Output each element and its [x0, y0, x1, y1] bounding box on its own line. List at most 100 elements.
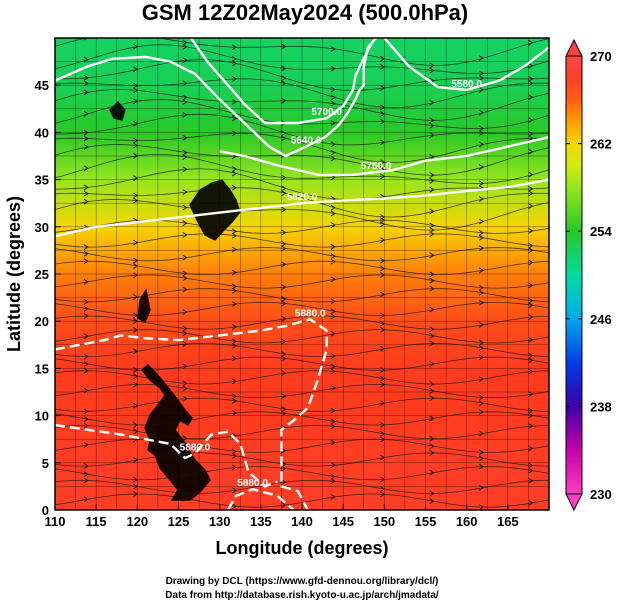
streamline-arrow — [83, 184, 89, 191]
streamline-arrow — [429, 361, 435, 367]
streamline-arrow — [231, 287, 237, 294]
streamline-arrow — [182, 94, 188, 101]
colorbar-tick-label: 246 — [590, 312, 612, 327]
streamline-arrow — [83, 313, 89, 319]
streamline-arrow — [330, 439, 336, 446]
streamline-arrow — [182, 385, 188, 392]
streamline-arrow — [231, 98, 237, 105]
streamline-arrow — [330, 141, 336, 148]
streamline-arrow — [231, 338, 237, 345]
streamline-arrow — [231, 342, 237, 349]
streamline-arrow — [83, 111, 89, 117]
streamline-arrow — [478, 70, 484, 77]
streamline-arrow — [182, 111, 188, 118]
streamline-arrow — [281, 240, 287, 247]
x-tick-label: 130 — [209, 514, 231, 529]
streamline-arrow — [182, 363, 188, 370]
y-tick-label: 45 — [35, 78, 49, 93]
streamline-arrow — [528, 302, 534, 309]
streamline-arrow — [429, 498, 435, 505]
colorbar-body — [565, 55, 583, 495]
streamline-arrow — [182, 275, 188, 282]
streamline-arrow — [281, 284, 287, 290]
streamline-arrow — [330, 204, 336, 211]
streamline-arrow — [429, 332, 435, 339]
streamline-arrow — [429, 443, 435, 450]
streamline-arrow — [429, 117, 435, 124]
streamline-arrow — [182, 220, 188, 227]
streamline-arrow — [182, 341, 188, 347]
streamline-arrow — [182, 435, 188, 442]
streamline-arrow — [528, 462, 534, 469]
streamline-arrow — [182, 330, 188, 337]
streamline-arrow — [281, 206, 287, 213]
streamline-arrow — [330, 330, 336, 337]
geopotential-contours: 5880.0 5880.0 5880.0 5820.0 5760.0 5640.0 5700… — [55, 38, 549, 510]
streamline-arrow — [231, 130, 237, 137]
streamline-arrow — [478, 354, 484, 361]
streamline-arrow — [83, 367, 89, 374]
streamline-arrow — [182, 57, 188, 64]
streamline-arrow — [330, 100, 336, 107]
streamline-arrow — [83, 333, 89, 340]
streamline-arrow — [429, 285, 435, 292]
streamline-arrow — [182, 270, 188, 277]
streamline-arrow — [281, 355, 287, 362]
streamline-arrow — [281, 261, 287, 268]
streamline-arrow — [281, 135, 287, 142]
streamline-arrow — [231, 301, 237, 307]
streamline-arrow — [429, 395, 435, 402]
streamline-arrow — [231, 246, 237, 253]
streamline-arrow — [83, 477, 89, 484]
streamline-arrow — [231, 184, 237, 191]
contour-line — [55, 38, 378, 158]
colorbar-tick-label: 254 — [590, 224, 612, 239]
contour-line — [55, 423, 278, 488]
x-tick-label: 125 — [168, 514, 190, 529]
streamline-arrow — [528, 80, 534, 87]
streamline-arrow — [478, 218, 484, 225]
streamline-arrow — [330, 298, 336, 305]
streamline-arrow — [182, 204, 188, 211]
streamline-arrow — [281, 410, 287, 417]
lat-lon-grid — [55, 38, 549, 510]
streamline-arrow — [182, 134, 188, 141]
streamline-arrow — [478, 245, 484, 251]
streamline-arrow — [83, 416, 89, 423]
streamline-arrow — [83, 89, 89, 96]
streamline-arrow — [429, 186, 435, 193]
streamline-arrow — [429, 435, 435, 442]
streamline-arrow — [478, 394, 484, 401]
streamline-arrow — [83, 471, 89, 478]
y-tick-label: 25 — [35, 267, 49, 282]
streamline-arrow — [528, 242, 534, 249]
contour-line — [219, 135, 549, 177]
x-tick-label: 135 — [250, 514, 272, 529]
streamline-arrow — [478, 409, 484, 415]
streamline-arrow — [478, 284, 484, 291]
streamline-arrow — [429, 67, 435, 74]
streamline-arrow — [429, 231, 435, 237]
streamline-arrow — [330, 368, 336, 375]
streamline-arrow — [231, 44, 237, 51]
streamline-arrow — [182, 325, 188, 332]
streamline-arrow — [281, 65, 287, 72]
streamline-arrow — [182, 39, 188, 46]
streamline-arrow — [528, 477, 534, 484]
streamline-arrow — [528, 357, 534, 364]
streamline-arrow — [429, 277, 435, 284]
colorbar: 230 238 246 254 262 270 — [565, 38, 612, 512]
streamline-arrow — [231, 393, 237, 400]
streamline-arrow — [478, 130, 484, 136]
streamline-arrow — [429, 381, 435, 387]
streamline-arrow — [528, 190, 534, 197]
streamline-arrow — [478, 55, 484, 62]
streamline-arrow — [528, 467, 534, 474]
streamline-arrow — [528, 445, 534, 452]
streamline-arrow — [429, 172, 435, 179]
streamline-arrow — [231, 448, 237, 455]
x-tick-label: 115 — [86, 514, 107, 529]
streamline-arrow — [281, 130, 287, 137]
streamline-arrow — [83, 278, 89, 285]
